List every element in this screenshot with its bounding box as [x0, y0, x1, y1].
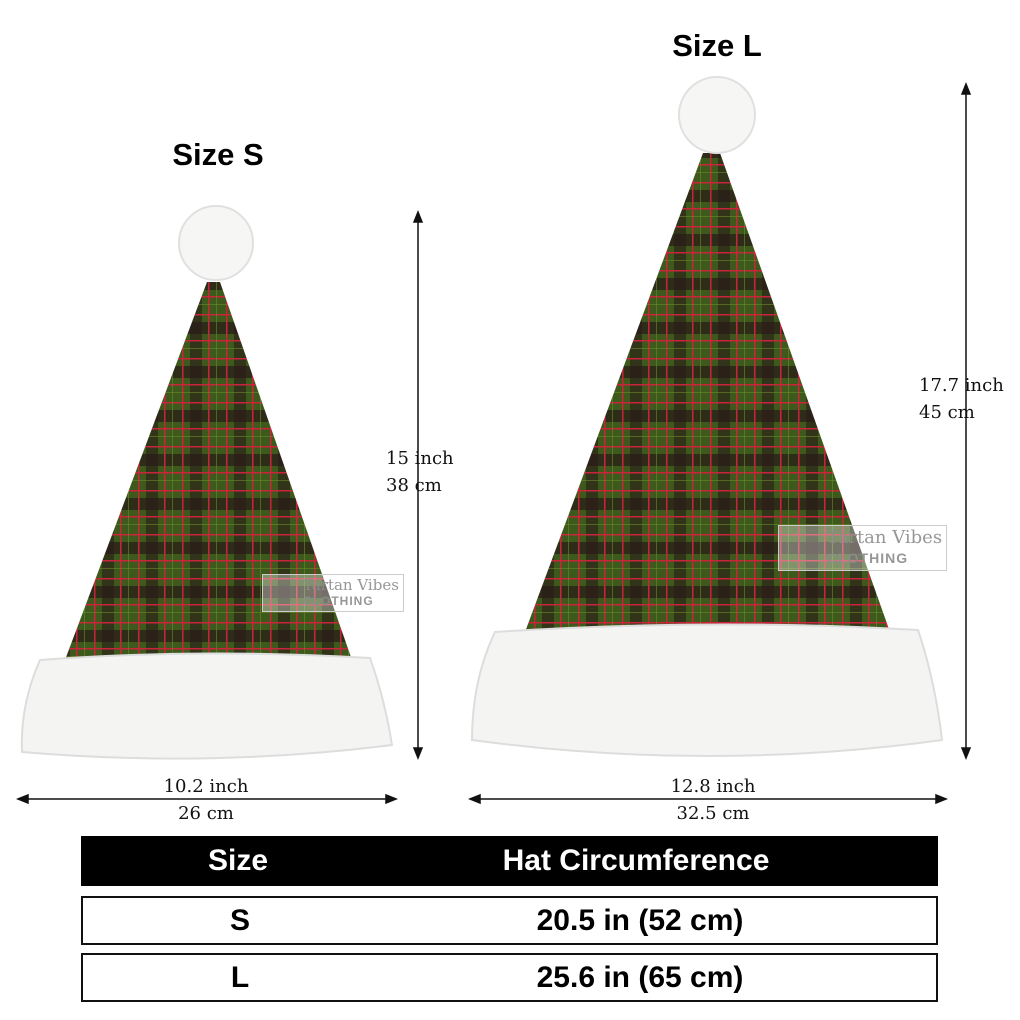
watermark-brand: Tartan Vibes	[303, 576, 399, 594]
row-size: L	[230, 960, 250, 994]
size-s-title: Size S	[172, 137, 264, 172]
header-circumference: Hat Circumference	[502, 844, 770, 877]
watermark-sub: CLOTHING	[303, 594, 374, 608]
size-s-width-inch: 10.2 inch	[163, 776, 249, 797]
size-l-width-inch: 12.8 inch	[670, 776, 756, 797]
size-l-width: 12.8 inch 32.5 cm	[671, 773, 756, 827]
row-size: S	[229, 903, 251, 937]
watermark-sub: CLOTHING	[827, 550, 909, 566]
size-l-height-cm: 45 cm	[919, 402, 975, 423]
hat-s-cone	[65, 282, 352, 660]
hat-l-cone	[525, 153, 890, 632]
table-row: S 20.5 in (52 cm)	[81, 896, 938, 945]
size-l-title: Size L	[672, 28, 762, 63]
watermark-logo: Tartan Vibes CLOTHING	[262, 574, 404, 612]
row-circumference: 20.5 in (52 cm)	[536, 903, 744, 937]
size-l-height-inch: 17.7 inch	[919, 375, 1004, 396]
hat-s-pompom	[178, 205, 254, 281]
size-s-height-cm: 38 cm	[386, 475, 442, 496]
size-s-width-cm: 26 cm	[178, 803, 234, 824]
row-circumference: 25.6 in (65 cm)	[536, 960, 744, 994]
hat-s-fur-band	[20, 652, 394, 760]
size-s-width: 10.2 inch 26 cm	[164, 773, 249, 827]
hat-l-fur-band	[470, 623, 944, 757]
size-l-height: 17.7 inch 45 cm	[919, 372, 1004, 426]
size-s-height-inch: 15 inch	[386, 448, 454, 469]
header-size: Size	[207, 844, 269, 877]
hat-l-pompom	[678, 76, 756, 154]
size-s-height: 15 inch 38 cm	[386, 445, 454, 499]
size-table-header: Size Hat Circumference	[81, 836, 938, 886]
watermark-brand: Tartan Vibes	[827, 527, 943, 548]
table-row: L 25.6 in (65 cm)	[81, 953, 938, 1002]
size-l-width-cm: 32.5 cm	[676, 803, 750, 824]
watermark-logo: Tartan Vibes CLOTHING	[778, 525, 948, 571]
